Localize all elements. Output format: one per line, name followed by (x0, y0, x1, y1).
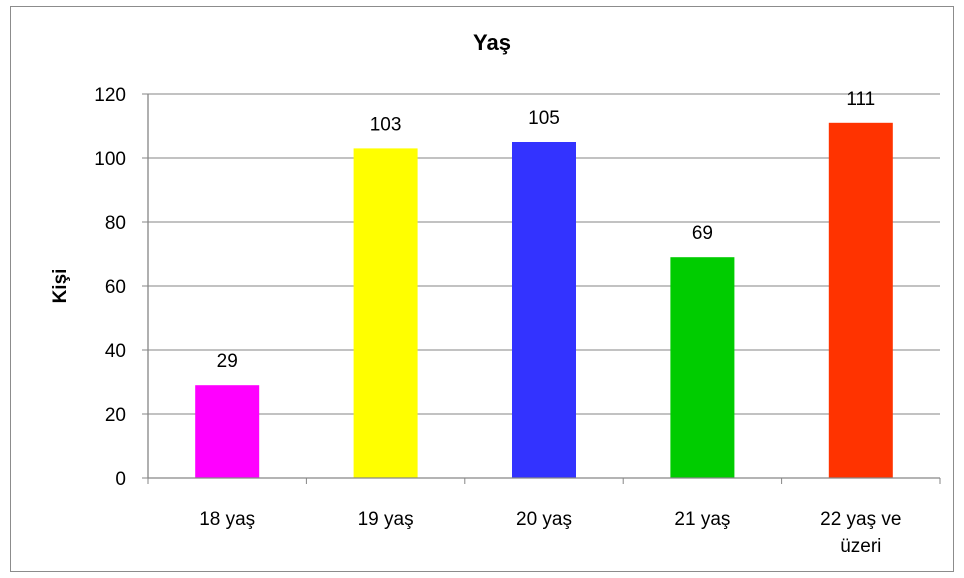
bar (512, 142, 576, 478)
x-tick-label: 19 yaş (358, 509, 414, 530)
data-label: 69 (692, 223, 713, 244)
chart-title: Yaş (473, 30, 511, 55)
y-axis-label: Kişi (50, 269, 71, 304)
data-label: 111 (846, 89, 875, 110)
data-labels: 29 103 105 69 111 (217, 89, 876, 372)
x-tick-label: 21 yaş (674, 509, 730, 530)
y-tick-label: 100 (94, 149, 126, 170)
y-tick-label: 20 (105, 405, 126, 426)
bar (828, 122, 893, 479)
bar (670, 257, 735, 478)
y-tick-label: 0 (115, 469, 126, 490)
data-label: 105 (528, 108, 560, 129)
y-tick-label: 120 (94, 85, 126, 106)
x-tick-label: 22 yaş ve üzeri (820, 509, 901, 557)
y-tick-label: 40 (105, 341, 126, 362)
y-tick-label: 80 (105, 213, 126, 234)
y-axis-ticks: 0 20 40 60 80 100 120 (94, 85, 148, 490)
data-label: 29 (217, 351, 238, 372)
y-tick-label: 60 (105, 277, 126, 298)
x-axis-ticks: 18 yaş 19 yaş 20 yaş 21 yaş 22 yaş ve üzeri (147, 478, 941, 557)
x-tick-label: 20 yaş (516, 509, 572, 530)
x-tick-label: 18 yaş (199, 509, 255, 530)
bar (195, 385, 260, 478)
bar (353, 148, 418, 478)
bars (195, 122, 893, 479)
data-label: 103 (370, 114, 402, 135)
